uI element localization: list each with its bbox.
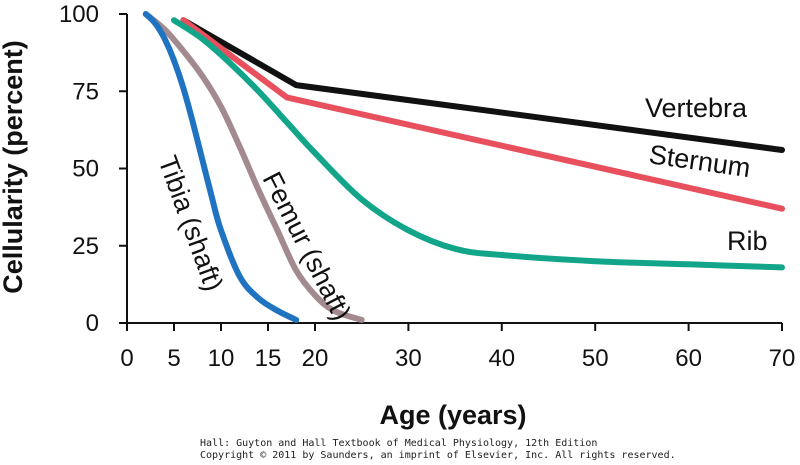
series-label-femur: Femur (shaft): [257, 167, 357, 325]
x-tick-label: 70: [769, 345, 796, 372]
y-tick-label: 50: [72, 156, 99, 183]
x-tick-label: 20: [302, 345, 329, 372]
x-tick-label: 0: [120, 345, 133, 372]
series-lines: [142, 11, 785, 323]
axes: 0 5 10 15 20 30 40 50 60 70 0 25 50 75 100: [59, 1, 795, 372]
x-tick-label: 15: [255, 345, 282, 372]
y-ticks: 0 25 50 75 100: [59, 1, 127, 337]
credit-line-2: Copyright © 2011 by Saunders, an imprint…: [200, 450, 676, 461]
series-line-sternum: [180, 17, 785, 212]
y-tick-label: 100: [59, 1, 99, 28]
credit-line-1: Hall: Guyton and Hall Textbook of Medica…: [200, 438, 598, 449]
x-tick-label: 60: [675, 345, 702, 372]
x-tick-label: 5: [167, 345, 180, 372]
series-label-rib: Rib: [727, 226, 768, 256]
y-tick-label: 25: [72, 233, 99, 260]
series-line-tibia: [142, 11, 300, 323]
x-ticks: 0 5 10 15 20 30 40 50 60 70: [120, 323, 795, 372]
chart: 0 5 10 15 20 30 40 50 60 70 0 25 50 75 100 Vertebra S…: [0, 1, 795, 430]
series-line-vertebra: [180, 17, 785, 153]
x-axis-title: Age (years): [379, 400, 526, 430]
x-tick-label: 10: [208, 345, 235, 372]
series-line-rib: [171, 17, 785, 271]
series-labels: Vertebra Sternum Rib Femur (shaft) Tibia…: [152, 93, 767, 325]
y-tick-label: 75: [72, 78, 99, 105]
y-axis-title: Cellularity (percent): [0, 40, 28, 294]
series-label-vertebra: Vertebra: [645, 93, 748, 123]
x-tick-label: 30: [395, 345, 422, 372]
x-tick-label: 50: [582, 345, 609, 372]
y-tick-label: 0: [86, 310, 99, 337]
x-tick-label: 40: [488, 345, 515, 372]
series-line-femur: [142, 11, 365, 323]
